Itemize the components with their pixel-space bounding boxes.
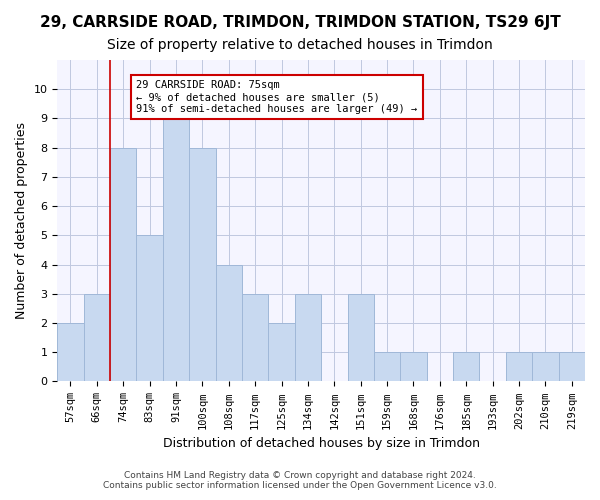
Bar: [295, 294, 321, 382]
Bar: [268, 323, 295, 382]
Bar: [559, 352, 585, 382]
Bar: [189, 148, 215, 382]
Bar: [242, 294, 268, 382]
X-axis label: Distribution of detached houses by size in Trimdon: Distribution of detached houses by size …: [163, 437, 479, 450]
Bar: [506, 352, 532, 382]
Bar: [347, 294, 374, 382]
Y-axis label: Number of detached properties: Number of detached properties: [15, 122, 28, 319]
Bar: [400, 352, 427, 382]
Bar: [110, 148, 136, 382]
Bar: [57, 323, 83, 382]
Bar: [215, 264, 242, 382]
Bar: [374, 352, 400, 382]
Bar: [136, 236, 163, 382]
Bar: [453, 352, 479, 382]
Bar: [163, 118, 189, 382]
Text: Size of property relative to detached houses in Trimdon: Size of property relative to detached ho…: [107, 38, 493, 52]
Text: Contains HM Land Registry data © Crown copyright and database right 2024.
Contai: Contains HM Land Registry data © Crown c…: [103, 470, 497, 490]
Bar: [83, 294, 110, 382]
Text: 29, CARRSIDE ROAD, TRIMDON, TRIMDON STATION, TS29 6JT: 29, CARRSIDE ROAD, TRIMDON, TRIMDON STAT…: [40, 15, 560, 30]
Bar: [532, 352, 559, 382]
Text: 29 CARRSIDE ROAD: 75sqm
← 9% of detached houses are smaller (5)
91% of semi-deta: 29 CARRSIDE ROAD: 75sqm ← 9% of detached…: [136, 80, 418, 114]
